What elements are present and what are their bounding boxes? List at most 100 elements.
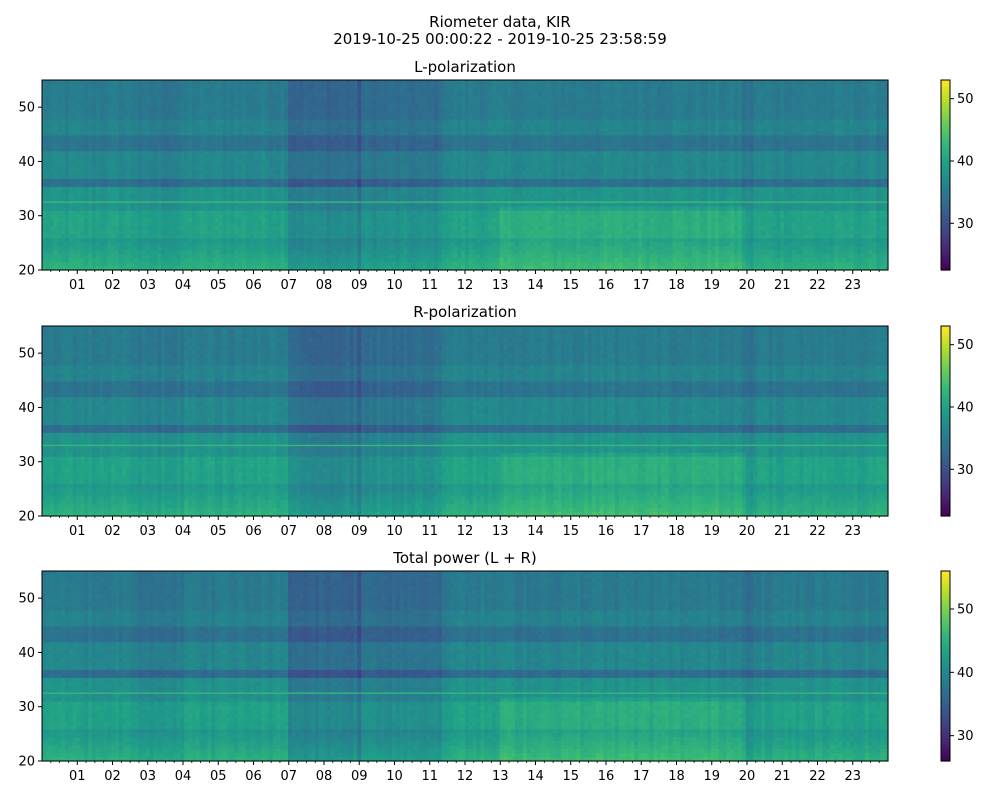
heatmap-cell	[234, 207, 238, 212]
heatmap-cell	[319, 195, 323, 200]
heatmap-cell	[269, 223, 273, 228]
heatmap-cell	[215, 179, 219, 184]
heatmap-cell	[307, 207, 311, 212]
heatmap-cell	[269, 246, 273, 251]
heatmap-cell	[100, 143, 104, 148]
heatmap-cell	[142, 108, 146, 113]
heatmap-cell	[411, 250, 415, 255]
heatmap-cell	[65, 104, 69, 109]
heatmap-cell	[373, 187, 377, 192]
heatmap-cell	[111, 238, 115, 243]
heatmap-cell	[196, 234, 200, 239]
heatmap-cell	[238, 187, 242, 192]
heatmap-cell	[184, 84, 188, 89]
heatmap-cell	[73, 183, 77, 188]
heatmap-cell	[403, 250, 407, 255]
heatmap-cell	[242, 96, 246, 101]
heatmap-cell	[277, 262, 281, 267]
heatmap-cell	[265, 116, 269, 121]
heatmap-cell	[119, 183, 123, 188]
heatmap-cell	[96, 80, 100, 85]
heatmap-cell	[107, 223, 111, 228]
heatmap-cell	[123, 108, 127, 113]
heatmap-cell	[342, 135, 346, 140]
heatmap-cell	[115, 131, 119, 136]
heatmap-cell	[353, 88, 357, 93]
heatmap-cell	[303, 112, 307, 117]
heatmap-cell	[269, 226, 273, 231]
heatmap-cell	[96, 183, 100, 188]
heatmap-cell	[42, 175, 46, 180]
heatmap-cell	[100, 128, 104, 133]
heatmap-cell	[361, 171, 365, 176]
heatmap-cell	[407, 211, 411, 216]
heatmap-cell	[392, 88, 396, 93]
heatmap-cell	[157, 175, 161, 180]
panel-title: L-polarization	[414, 58, 516, 76]
heatmap-cell	[254, 223, 258, 228]
heatmap-cell	[384, 155, 388, 160]
heatmap-cell	[365, 226, 369, 231]
heatmap-cell	[42, 159, 46, 164]
heatmap-cell	[111, 171, 115, 176]
heatmap-cell	[169, 163, 173, 168]
heatmap-cell	[238, 139, 242, 144]
heatmap-cell	[223, 254, 227, 259]
heatmap-cell	[284, 230, 288, 235]
heatmap-cell	[373, 88, 377, 93]
heatmap-cell	[161, 80, 165, 85]
heatmap-cell	[315, 84, 319, 89]
heatmap-cell	[134, 163, 138, 168]
heatmap-cell	[380, 80, 384, 85]
heatmap-cell	[130, 120, 134, 125]
heatmap-cell	[300, 108, 304, 113]
heatmap-cell	[84, 234, 88, 239]
heatmap-cell	[96, 207, 100, 212]
heatmap-cell	[184, 96, 188, 101]
heatmap-cell	[138, 179, 142, 184]
heatmap-cell	[138, 246, 142, 251]
heatmap-cell	[280, 143, 284, 148]
heatmap-cell	[207, 92, 211, 97]
heatmap-cell	[65, 219, 69, 224]
heatmap-cell	[384, 230, 388, 235]
heatmap-cell	[350, 242, 354, 247]
heatmap-cell	[407, 124, 411, 129]
heatmap-cell	[411, 219, 415, 224]
heatmap-cell	[288, 219, 292, 224]
heatmap-cell	[353, 262, 357, 267]
heatmap-cell	[215, 211, 219, 216]
heatmap-cell	[307, 143, 311, 148]
heatmap-cell	[396, 246, 400, 251]
heatmap-cell	[427, 104, 431, 109]
heatmap-cell	[373, 104, 377, 109]
heatmap-cell	[150, 147, 154, 152]
heatmap-cell	[84, 155, 88, 160]
heatmap-cell	[334, 128, 338, 133]
heatmap-cell	[169, 234, 173, 239]
heatmap-cell	[161, 155, 165, 160]
heatmap-cell	[200, 207, 204, 212]
heatmap-cell	[238, 120, 242, 125]
heatmap-cell	[61, 262, 65, 267]
heatmap-cell	[238, 167, 242, 172]
heatmap-cell	[204, 112, 208, 117]
heatmap-cell	[177, 147, 181, 152]
heatmap-cell	[242, 143, 246, 148]
heatmap-cell	[319, 258, 323, 263]
heatmap-cell	[342, 167, 346, 172]
heatmap-cell	[365, 203, 369, 208]
heatmap-cell	[188, 167, 192, 172]
heatmap-cell	[384, 262, 388, 267]
heatmap-cell	[303, 242, 307, 247]
heatmap-cell	[257, 242, 261, 247]
heatmap-cell	[438, 120, 442, 125]
heatmap-cell	[80, 183, 84, 188]
heatmap-cell	[215, 108, 219, 113]
heatmap-cell	[315, 112, 319, 117]
heatmap-cell	[365, 250, 369, 255]
heatmap-cell	[88, 112, 92, 117]
heatmap-cell	[415, 128, 419, 133]
heatmap-cell	[311, 112, 315, 117]
heatmap-cell	[357, 242, 361, 247]
